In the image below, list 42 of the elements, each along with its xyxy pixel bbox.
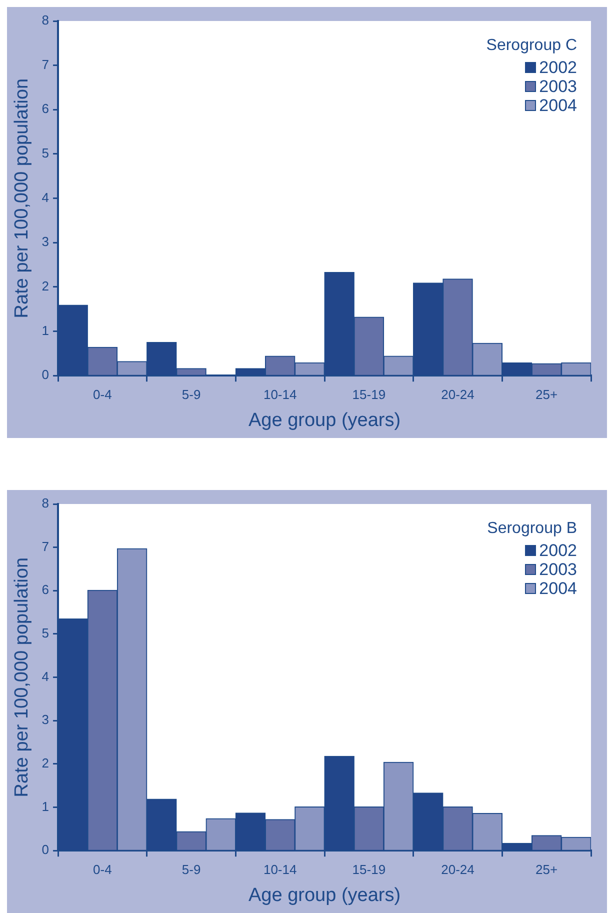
y-tick-label: 6 [42, 582, 50, 598]
y-tick-label: 3 [42, 234, 50, 250]
legend-label: 2003 [539, 77, 577, 96]
x-tick-label: 0-4 [93, 862, 112, 877]
y-tick-label: 8 [42, 12, 50, 28]
y-tick-label: 7 [42, 56, 50, 72]
legend-title: Serogroup C [486, 37, 577, 55]
x-axis-title: Age group (years) [248, 884, 401, 906]
y-tick-label: 7 [42, 538, 50, 554]
y-tick-label: 0 [42, 842, 50, 858]
y-tick-label: 8 [42, 496, 50, 511]
x-tick-label: 10-14 [263, 862, 297, 877]
x-tick-label: 5-9 [182, 862, 201, 877]
y-tick-label: 1 [42, 322, 50, 338]
legend-label: 2002 [539, 541, 577, 560]
x-tick-label: 10-14 [263, 386, 297, 402]
x-tick-label: 0-4 [93, 386, 112, 402]
y-tick-label: 6 [42, 101, 50, 116]
x-tick-label: 15-19 [352, 386, 386, 402]
x-tick-label: 15-19 [352, 862, 386, 877]
x-tick-label: 25+ [536, 862, 558, 877]
x-tick-label: 20-24 [441, 386, 474, 402]
legend-label: 2002 [539, 58, 577, 77]
y-tick-label: 1 [42, 798, 50, 814]
y-tick-label: 2 [42, 278, 50, 294]
x-axis-title: Age group (years) [248, 410, 401, 431]
x-tick-label: 5-9 [182, 386, 201, 402]
y-tick-label: 4 [42, 668, 50, 684]
y-tick-label: 3 [42, 712, 50, 728]
legend-label: 2004 [539, 579, 577, 598]
y-tick-label: 5 [42, 626, 50, 641]
y-axis-title: Rate per 100,000 population [12, 557, 33, 798]
y-tick-label: 0 [42, 367, 50, 382]
legend-label: 2003 [539, 560, 577, 579]
x-tick-label: 20-24 [441, 862, 474, 877]
y-tick-label: 2 [42, 756, 50, 771]
x-tick-label: 25+ [536, 386, 558, 402]
legend-label: 2004 [539, 96, 577, 115]
y-axis-title: Rate per 100,000 population [12, 78, 33, 318]
y-tick-label: 5 [42, 146, 50, 161]
legend-title: Serogroup B [487, 520, 577, 538]
y-tick-label: 4 [42, 190, 50, 205]
